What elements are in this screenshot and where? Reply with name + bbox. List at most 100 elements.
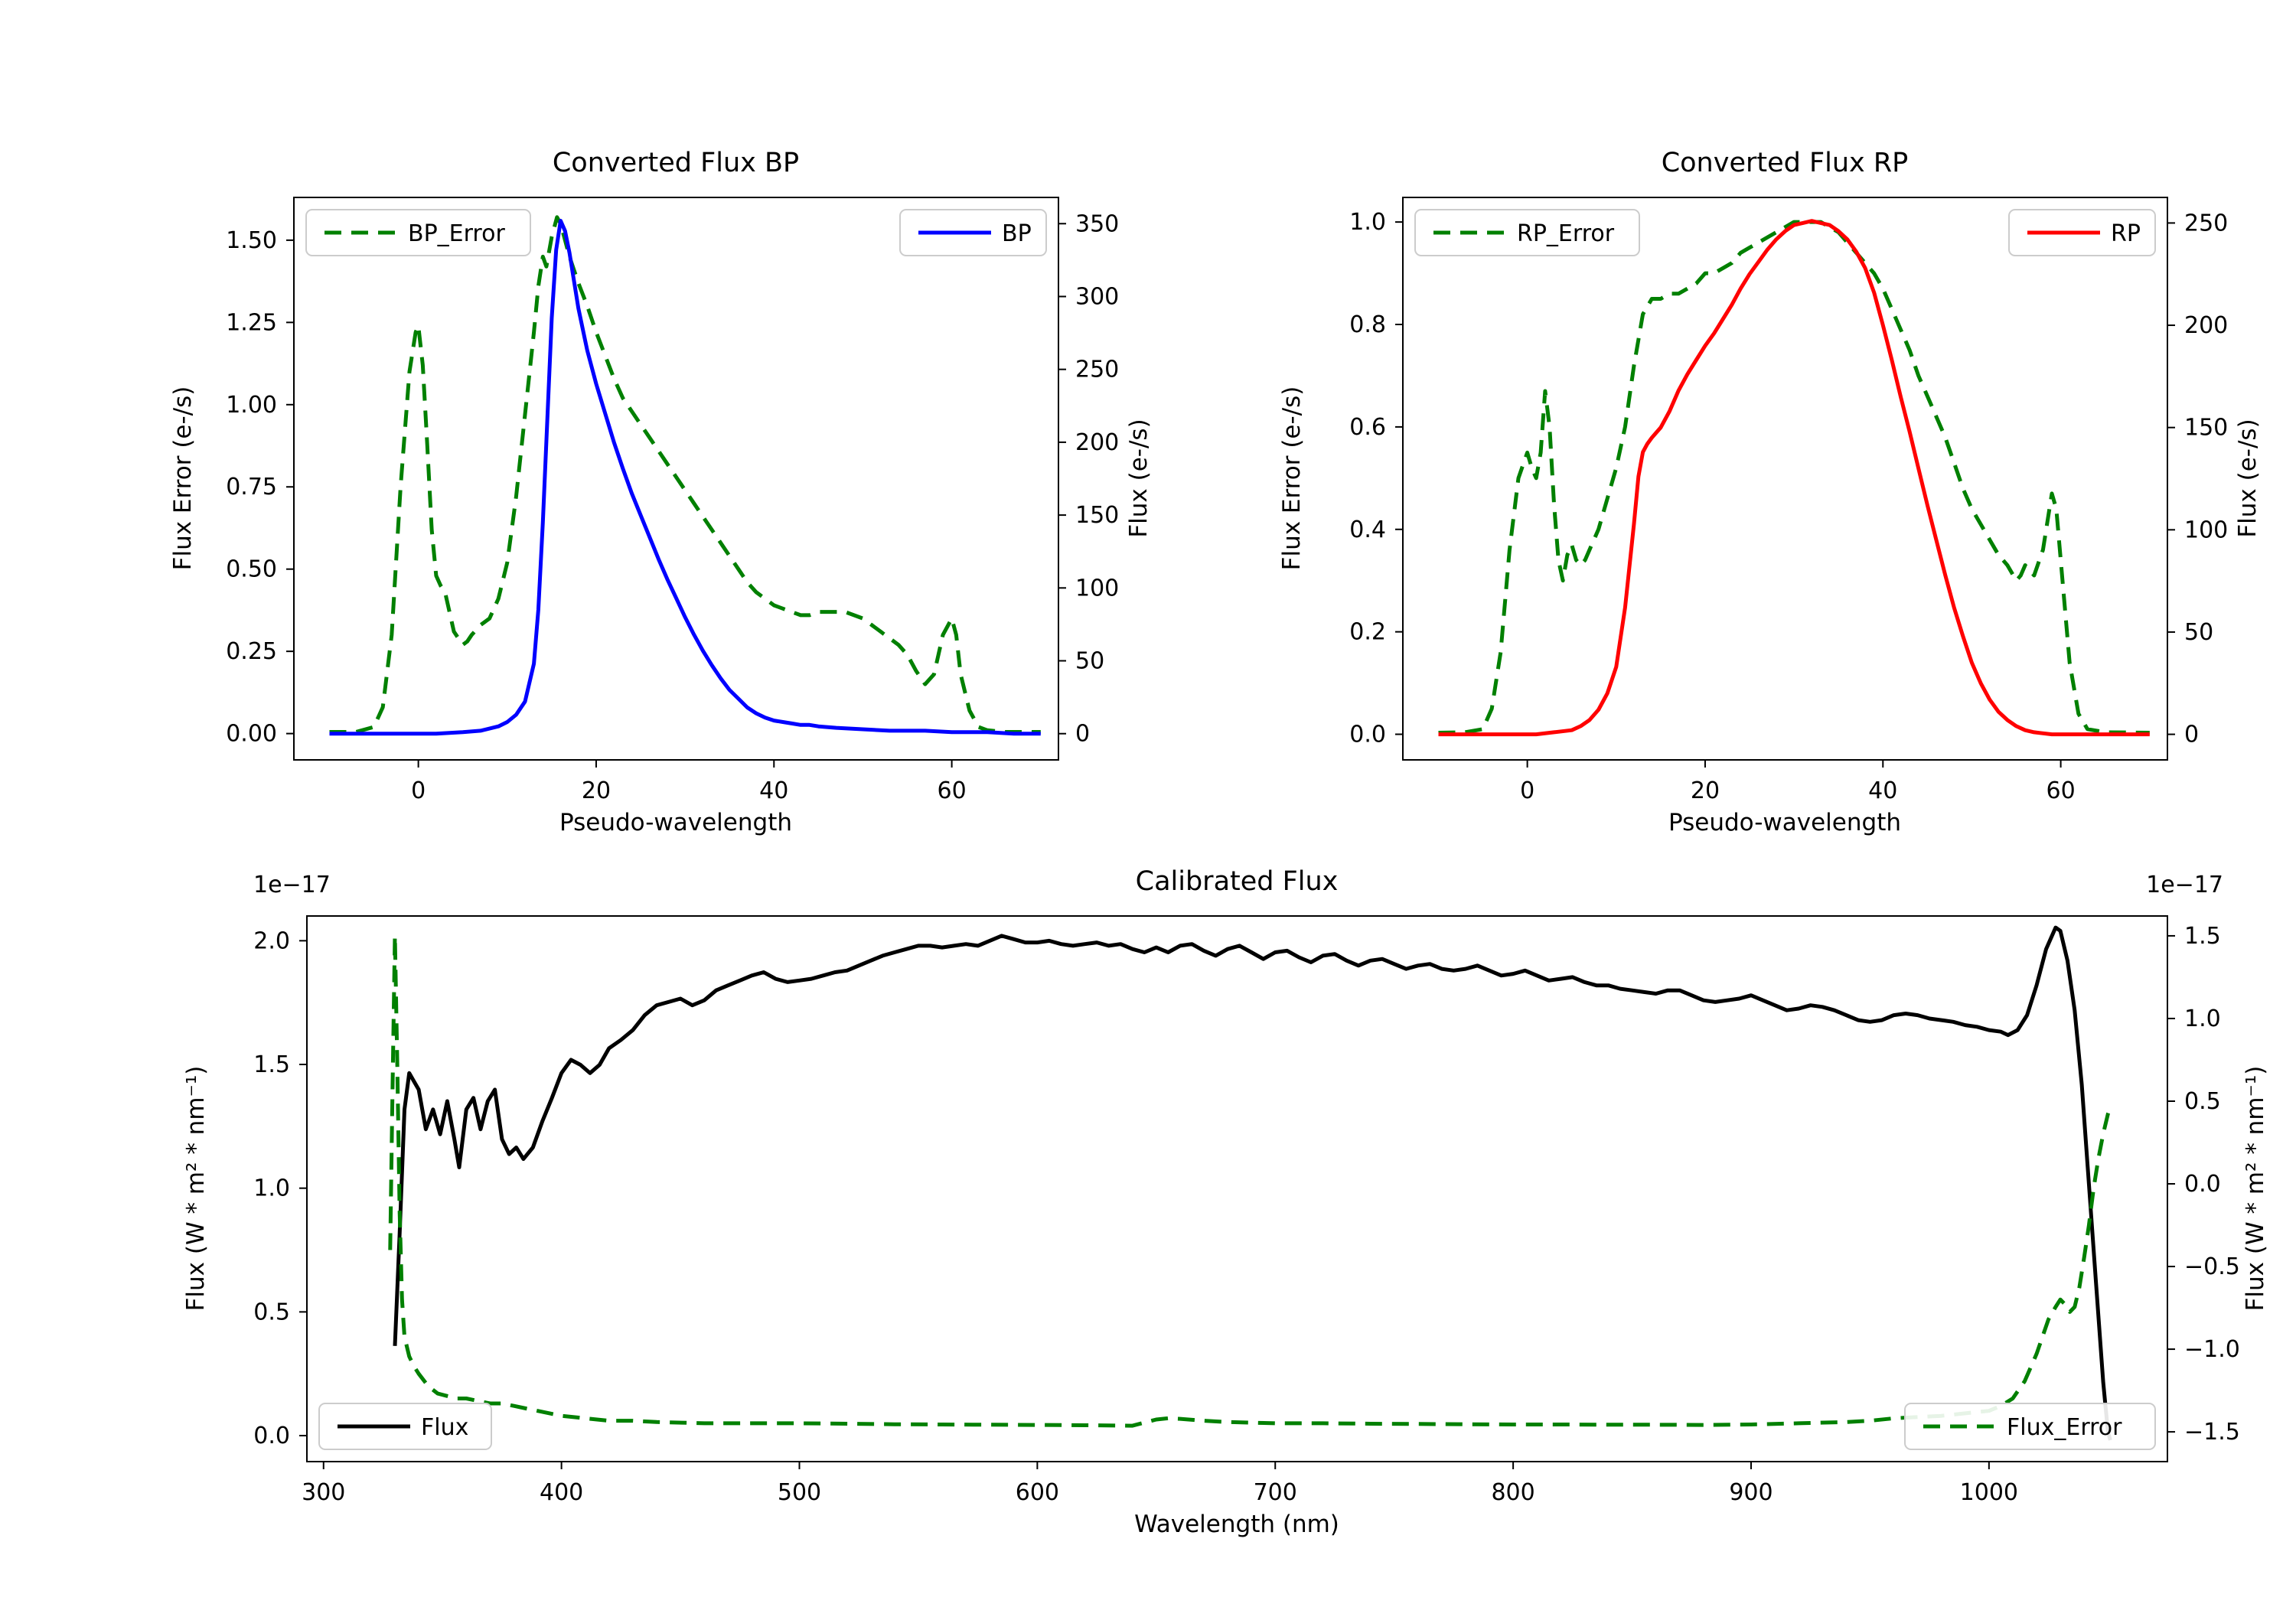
- legend-RP_Error: RP_Error: [1414, 209, 1640, 256]
- svg-text:300: 300: [302, 1479, 345, 1506]
- right-y-axis-ticks: −1.5 −1.0 −0.5 0.0 0.5 1.0 1.5: [2167, 923, 2240, 1446]
- axes-frame: [1402, 197, 2168, 761]
- svg-text:0.4: 0.4: [1349, 517, 1386, 543]
- right-y-axis-ticks: 0 50 100 150 200 250 300 350: [1058, 210, 1119, 748]
- series-RP_Error: [1438, 220, 2150, 735]
- legend-box: [1414, 209, 1640, 256]
- svg-text:250: 250: [1075, 357, 1119, 383]
- svg-text:0: 0: [1075, 721, 1090, 748]
- x-axis-ticks: 300 400 500 600 700 800 900 1000: [302, 1462, 2018, 1506]
- series-RP: [1438, 219, 2150, 737]
- left-y-axis-ticks: 0.00 0.25 0.50 0.75 1.00 1.25 1.50: [226, 227, 294, 748]
- svg-text:350: 350: [1075, 210, 1119, 237]
- svg-text:20: 20: [582, 777, 611, 804]
- svg-text:100: 100: [1075, 575, 1119, 601]
- svg-text:0.75: 0.75: [226, 474, 277, 500]
- offset-text-left: 1e−17: [253, 872, 331, 898]
- svg-text:1000: 1000: [1960, 1479, 2018, 1506]
- xaxis-label-calibrated: Wavelength (nm): [1134, 1511, 1339, 1538]
- svg-text:50: 50: [2184, 619, 2213, 646]
- right-y-axis-ticks: 0 50 100 150 200 250: [2167, 210, 2228, 748]
- legend-label: Flux: [421, 1414, 468, 1441]
- legend-RP: RP: [2008, 209, 2156, 256]
- legend-BP: BP: [899, 209, 1047, 256]
- chart-title-rp: Converted Flux RP: [1662, 148, 1909, 178]
- svg-text:60: 60: [2047, 777, 2076, 804]
- svg-text:0: 0: [2184, 722, 2199, 748]
- svg-text:800: 800: [1491, 1479, 1534, 1506]
- svg-text:400: 400: [540, 1479, 583, 1506]
- legend-label: BP_Error: [408, 220, 505, 247]
- legend-Flux_Error: Flux_Error: [1904, 1403, 2156, 1450]
- svg-text:0.5: 0.5: [253, 1299, 290, 1325]
- svg-text:1.0: 1.0: [2184, 1006, 2221, 1032]
- svg-text:0.0: 0.0: [2184, 1171, 2221, 1198]
- x-axis-ticks: 0 20 40 60: [1520, 760, 2076, 804]
- legend-box: [1904, 1403, 2156, 1450]
- axes-frame: [306, 915, 2168, 1462]
- svg-text:60: 60: [938, 777, 967, 804]
- series-Flux_Error: [388, 934, 2112, 1428]
- legend-label: BP: [1002, 220, 1032, 247]
- yaxis-label-bp-error: Flux Error (e-/s): [169, 386, 197, 571]
- svg-text:600: 600: [1016, 1479, 1059, 1506]
- yaxis-label-rp-flux: Flux (e-/s): [2234, 419, 2262, 537]
- yaxis-label-rp-error: Flux Error (e-/s): [1278, 386, 1306, 571]
- left-y-axis-ticks: 0.0 0.5 1.0 1.5 2.0: [253, 927, 307, 1449]
- xaxis-label-rp: Pseudo-wavelength: [1668, 809, 1901, 836]
- svg-text:−1.5: −1.5: [2184, 1419, 2240, 1446]
- series-Flux: [393, 925, 2112, 1441]
- legend-label: Flux_Error: [2007, 1414, 2122, 1441]
- svg-text:200: 200: [1075, 429, 1119, 456]
- legend-label: RP: [2111, 220, 2141, 247]
- svg-text:100: 100: [2184, 517, 2228, 543]
- svg-text:300: 300: [1075, 283, 1119, 310]
- svg-text:50: 50: [1075, 648, 1104, 675]
- yaxis-label-cal-left: Flux (W * m² * nm⁻¹): [182, 1066, 210, 1312]
- svg-text:0.0: 0.0: [1349, 722, 1386, 748]
- svg-text:1.0: 1.0: [1349, 209, 1386, 236]
- svg-text:−1.0: −1.0: [2184, 1336, 2240, 1363]
- svg-text:0.8: 0.8: [1349, 311, 1386, 338]
- svg-text:150: 150: [2184, 415, 2228, 442]
- svg-text:20: 20: [1691, 777, 1720, 804]
- svg-text:0.25: 0.25: [226, 638, 277, 665]
- svg-text:0.5: 0.5: [2184, 1088, 2221, 1115]
- svg-text:2.0: 2.0: [253, 927, 290, 954]
- xaxis-label-bp: Pseudo-wavelength: [559, 809, 792, 836]
- svg-text:900: 900: [1729, 1479, 1773, 1506]
- svg-text:200: 200: [2184, 312, 2228, 339]
- svg-text:1.25: 1.25: [226, 309, 277, 336]
- svg-text:1.00: 1.00: [226, 392, 277, 419]
- yaxis-label-cal-right: Flux (W * m² * nm⁻¹): [2242, 1066, 2269, 1312]
- subplot-cal: 300 400 500 600 700 800 900 1000 0.0 0.5 1.0 1.5 2.0…: [253, 915, 2240, 1506]
- subplot-bp: 0 20 40 60 0.00 0.25 0.50 0.75 1.00 1.25 1.50 0 50 10…: [226, 197, 1119, 804]
- yaxis-label-bp-flux: Flux (e-/s): [1125, 419, 1153, 537]
- svg-text:1.5: 1.5: [2184, 923, 2221, 950]
- svg-text:0: 0: [1520, 777, 1534, 804]
- series-BP: [329, 219, 1041, 736]
- left-y-axis-ticks: 0.0 0.2 0.4 0.6 0.8 1.0: [1349, 209, 1403, 748]
- subplot-rp: 0 20 40 60 0.0 0.2 0.4 0.6 0.8 1.0 0 50 100 150 200 250…: [1349, 197, 2228, 804]
- svg-text:150: 150: [1075, 502, 1119, 529]
- legend-BP_Error: BP_Error: [305, 209, 531, 256]
- legend-label: RP_Error: [1517, 220, 1615, 247]
- chart-title-calibrated: Calibrated Flux: [1136, 866, 1339, 897]
- svg-text:0.6: 0.6: [1349, 414, 1386, 441]
- svg-text:500: 500: [778, 1479, 821, 1506]
- svg-text:−0.5: −0.5: [2184, 1253, 2240, 1280]
- svg-text:0.50: 0.50: [226, 556, 277, 583]
- svg-text:0.0: 0.0: [253, 1423, 290, 1449]
- axes-frame: [293, 197, 1059, 761]
- svg-text:250: 250: [2184, 210, 2228, 236]
- svg-text:1.5: 1.5: [253, 1051, 290, 1078]
- offset-text-right: 1e−17: [2146, 872, 2223, 898]
- svg-text:0.00: 0.00: [226, 721, 277, 748]
- svg-text:700: 700: [1254, 1479, 1297, 1506]
- x-axis-ticks: 0 20 40 60: [411, 760, 967, 804]
- legend-Flux: Flux: [318, 1403, 492, 1450]
- svg-text:0: 0: [411, 777, 426, 804]
- svg-text:40: 40: [1868, 777, 1897, 804]
